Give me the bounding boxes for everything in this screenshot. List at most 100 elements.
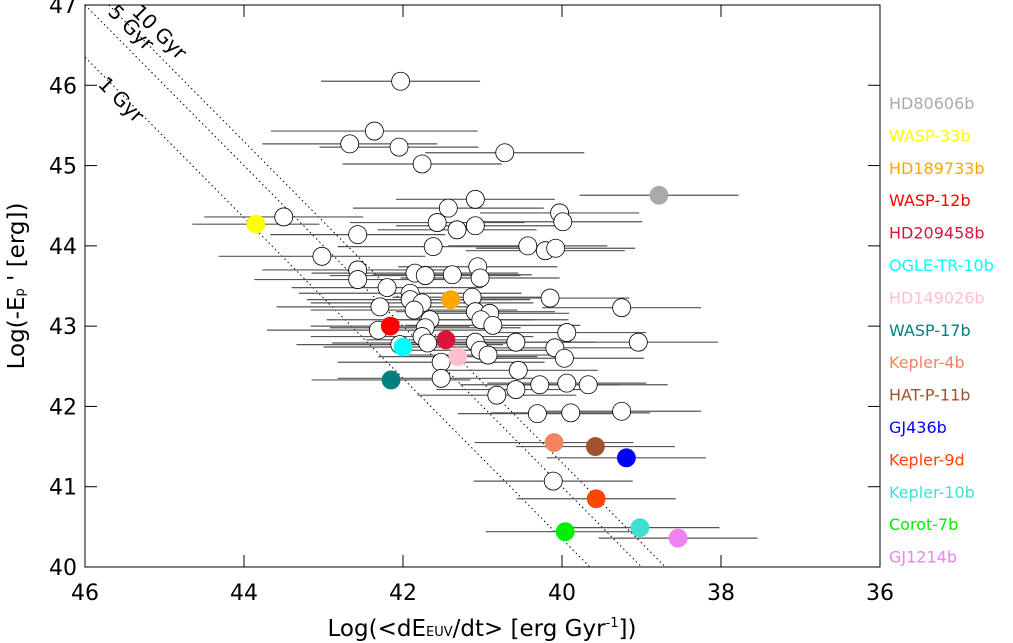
legend-label: Corot-7b (889, 515, 958, 534)
y-tick-label: 41 (49, 476, 77, 501)
point (555, 522, 575, 542)
point (465, 189, 485, 209)
label-part: /dt> [erg Gyr (453, 616, 606, 642)
point (546, 238, 566, 258)
x-tick-label: 42 (389, 581, 417, 606)
point (540, 288, 560, 308)
y-tick-label: 43 (49, 315, 77, 340)
y-tick-label: 46 (49, 74, 77, 99)
label-part: ' [erg]) (4, 203, 30, 289)
y-tick-label: 42 (49, 395, 77, 420)
point (544, 433, 564, 452)
legend-label: HD189733b (889, 159, 985, 178)
point (427, 213, 447, 232)
legend-label: HAT-P-11b (889, 386, 970, 405)
point (431, 352, 451, 372)
point (438, 198, 458, 218)
point (404, 300, 424, 320)
point (391, 71, 411, 91)
point (389, 137, 409, 157)
legend-label: HD80606b (889, 94, 974, 113)
point (616, 448, 636, 468)
label-sub: EUV (426, 625, 453, 640)
point (495, 143, 515, 163)
x-tick-label: 36 (866, 581, 894, 606)
x-tick-label: 44 (230, 581, 258, 606)
point (612, 298, 632, 318)
point (585, 437, 605, 456)
point (312, 246, 332, 266)
point (370, 297, 390, 317)
point (447, 220, 467, 240)
x-tick-label: 38 (707, 581, 735, 606)
label-sub: p (13, 288, 28, 296)
plot-frame (84, 4, 881, 568)
point (380, 316, 400, 336)
point (612, 401, 632, 421)
point (483, 315, 503, 335)
point (418, 333, 438, 353)
point (423, 237, 443, 257)
label-part: Log(-E (4, 297, 30, 370)
point (246, 214, 266, 234)
legend-label: HD209458b (889, 224, 985, 243)
point (478, 345, 498, 365)
point (436, 330, 456, 350)
point (578, 375, 598, 395)
legend-label: Kepler-4b (889, 353, 965, 372)
legend-label: WASP-17b (889, 321, 971, 340)
point (274, 207, 294, 227)
point (381, 370, 401, 390)
point (506, 332, 526, 352)
legend-label: WASP-33b (889, 126, 971, 145)
legend-label: GJ436b (889, 418, 947, 437)
point (518, 236, 538, 256)
point (340, 134, 360, 154)
legend-label: OGLE-TR-10b (889, 256, 994, 275)
legend-label: Kepler-10b (889, 483, 975, 502)
point (393, 337, 413, 357)
y-tick-label: 45 (49, 155, 77, 180)
legend-label: HD149026b (889, 288, 985, 307)
point (412, 154, 432, 174)
point (506, 380, 526, 399)
point (557, 373, 577, 393)
isochrone (85, 5, 642, 567)
point (348, 270, 368, 289)
legend-label: Kepler-9d (889, 450, 965, 469)
point (465, 216, 485, 236)
point (543, 471, 563, 491)
point (586, 489, 606, 509)
y-axis-label: Log(-Ep ' [erg]) (4, 203, 30, 370)
point (415, 266, 435, 285)
point (470, 268, 490, 288)
point (649, 185, 669, 205)
x-tick-label: 46 (71, 581, 99, 606)
x-axis-label: Log(<dEEUV/dt> [erg Gyr-1]) (328, 616, 637, 642)
label-sup: -1 (606, 616, 619, 631)
point (530, 375, 550, 395)
legend-label: GJ1214b (889, 548, 957, 567)
point (442, 265, 462, 285)
point (348, 225, 368, 245)
point (364, 121, 384, 141)
label-part: ]) (619, 616, 637, 642)
point (431, 368, 451, 388)
point (628, 332, 648, 352)
point (553, 212, 573, 232)
y-tick-label: 47 (49, 0, 77, 19)
isochrone (108, 5, 666, 567)
point (527, 404, 547, 424)
point (377, 278, 397, 298)
point (508, 360, 528, 380)
x-tick-label: 40 (548, 581, 576, 606)
point (630, 518, 650, 538)
point (668, 528, 688, 548)
y-tick-label: 40 (49, 556, 77, 581)
point (557, 323, 577, 342)
legend-label: WASP-12b (889, 191, 971, 210)
label-part: Log(<dE (328, 616, 426, 642)
isochrone-label: 1 Gyr (93, 72, 149, 128)
point (554, 348, 574, 368)
